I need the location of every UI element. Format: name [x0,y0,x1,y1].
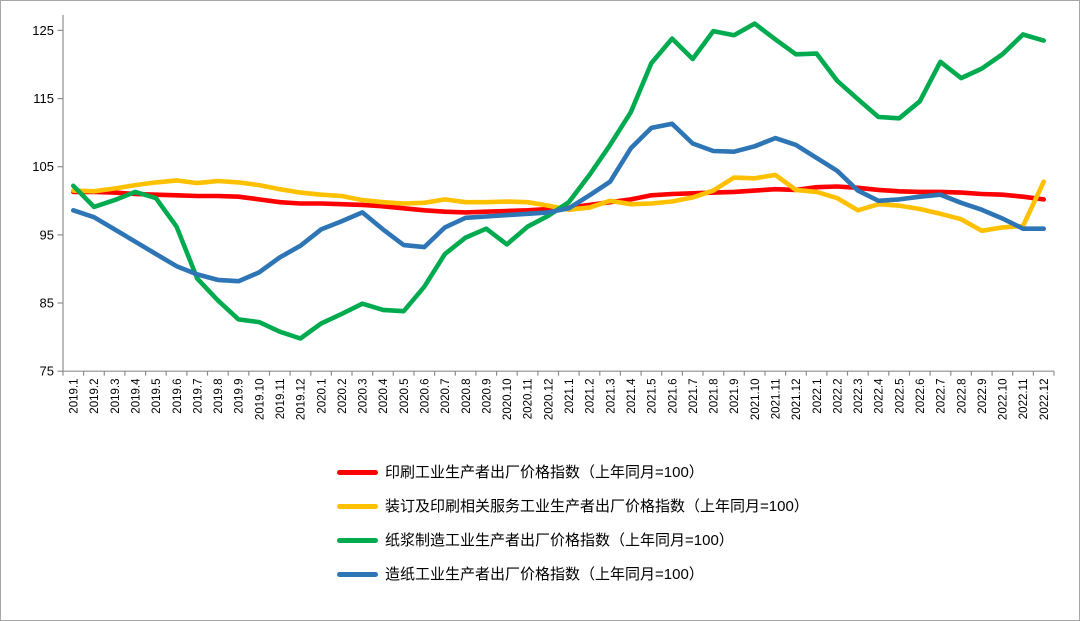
x-tick-label: 2020.1 [316,379,328,414]
x-tick-label: 2020.4 [378,378,390,414]
legend-line-swatch [337,503,378,509]
legend-label: 纸浆制造工业生产者出厂价格指数（上年同月=100） [385,531,734,549]
x-tick-label: 2021.2 [585,379,597,414]
x-tick-label: 2022.11 [1018,379,1030,420]
x-tick-label: 2020.3 [358,379,370,414]
x-tick-label: 2020.6 [420,379,432,414]
x-tick-label: 2020.9 [481,379,493,414]
x-tick-label: 2020.11 [523,379,535,420]
y-tick-labels: 75 85 95 105 115 125 [32,23,54,379]
series-line-binding-printing-services-ppi [71,172,1046,234]
x-tick-label: 2019.11 [275,379,287,420]
x-tick-label: 2021.1 [564,379,576,414]
legend-item-papermaking-ppi: 造纸工业生产者出厂价格指数（上年同月=100） [337,557,809,591]
x-tick-label: 2019.3 [110,379,122,414]
x-tick-label: 2020.10 [502,379,514,421]
x-tick-label: 2022.1 [812,379,824,414]
x-tick-label: 2020.8 [461,379,473,414]
x-tick-label: 2019.5 [151,379,163,414]
y-tick-label: 75 [40,364,54,379]
x-tick-label: 2019.6 [172,379,184,414]
legend-item-binding-printing-services-ppi: 装订及印刷相关服务工业生产者出厂价格指数（上年同月=100） [337,489,809,523]
y-tick-label: 125 [32,23,54,38]
x-tick-label: 2019.2 [89,379,101,414]
x-tick-label: 2019.9 [234,379,246,414]
legend-item-printing-ppi: 印刷工业生产者出厂价格指数（上年同月=100） [337,455,809,489]
x-tick-label: 2019.8 [213,379,225,414]
x-tick-label: 2022.7 [936,379,948,414]
x-tick-label: 2022.6 [915,379,927,414]
x-tick-label: 2021.6 [667,379,679,414]
x-tick-label: 2021.11 [771,379,783,420]
x-tick-label: 2021.5 [647,379,659,414]
series-line-papermaking-ppi [71,121,1046,284]
x-tick-label: 2022.10 [998,379,1010,421]
legend-label: 装订及印刷相关服务工业生产者出厂价格指数（上年同月=100） [385,497,809,515]
legend-line-swatch [337,469,378,475]
x-tick-label: 2020.2 [337,379,349,414]
x-tick-label: 2022.2 [832,379,844,414]
legend-item-pulp-manufacturing-ppi: 纸浆制造工业生产者出厂价格指数（上年同月=100） [337,523,809,557]
x-tick-label: 2019.12 [296,379,308,421]
x-tick-labels: 2019.1 2019.2 2019.3 2019.4 2019.5 2019.6 2019… [69,378,1051,420]
x-tick-label: 2020.12 [543,379,555,421]
x-tick-label: 2021.3 [605,379,617,414]
chart-legend: 印刷工业生产者出厂价格指数（上年同月=100） 装订及印刷相关服务工业生产者出厂价… [337,455,809,591]
x-tick-label: 2021.7 [688,379,700,414]
legend-label: 印刷工业生产者出厂价格指数（上年同月=100） [385,463,704,481]
x-tick-label: 2022.5 [894,379,906,414]
x-tick-label: 2020.5 [399,379,411,414]
x-tick-label: 2019.7 [192,379,204,414]
x-tick-label: 2022.12 [1039,379,1051,421]
y-tick-label: 95 [40,227,54,242]
y-tick-label: 85 [40,296,54,311]
legend-line-swatch [337,571,378,577]
x-tick-label: 2019.4 [131,378,143,414]
x-tick-label: 2019.1 [69,379,81,414]
x-tick-label: 2020.7 [440,379,452,414]
x-tick-label: 2021.10 [750,379,762,421]
x-tick-label: 2022.9 [977,379,989,414]
x-tick-label: 2021.8 [709,379,721,414]
x-tick-label: 2022.8 [956,379,968,414]
y-tick-label: 115 [33,91,54,106]
x-tick-label: 2022.4 [874,378,886,414]
x-tick-label: 2019.10 [254,379,266,421]
legend-line-swatch [337,537,378,543]
legend-label: 造纸工业生产者出厂价格指数（上年同月=100） [385,565,704,583]
axes [57,15,1055,376]
x-tick-label: 2021.9 [729,379,741,414]
y-tick-label: 105 [32,159,54,174]
x-tick-label: 2022.3 [853,379,865,414]
x-tick-label: 2021.4 [626,378,638,414]
x-tick-label: 2021.12 [791,379,803,421]
